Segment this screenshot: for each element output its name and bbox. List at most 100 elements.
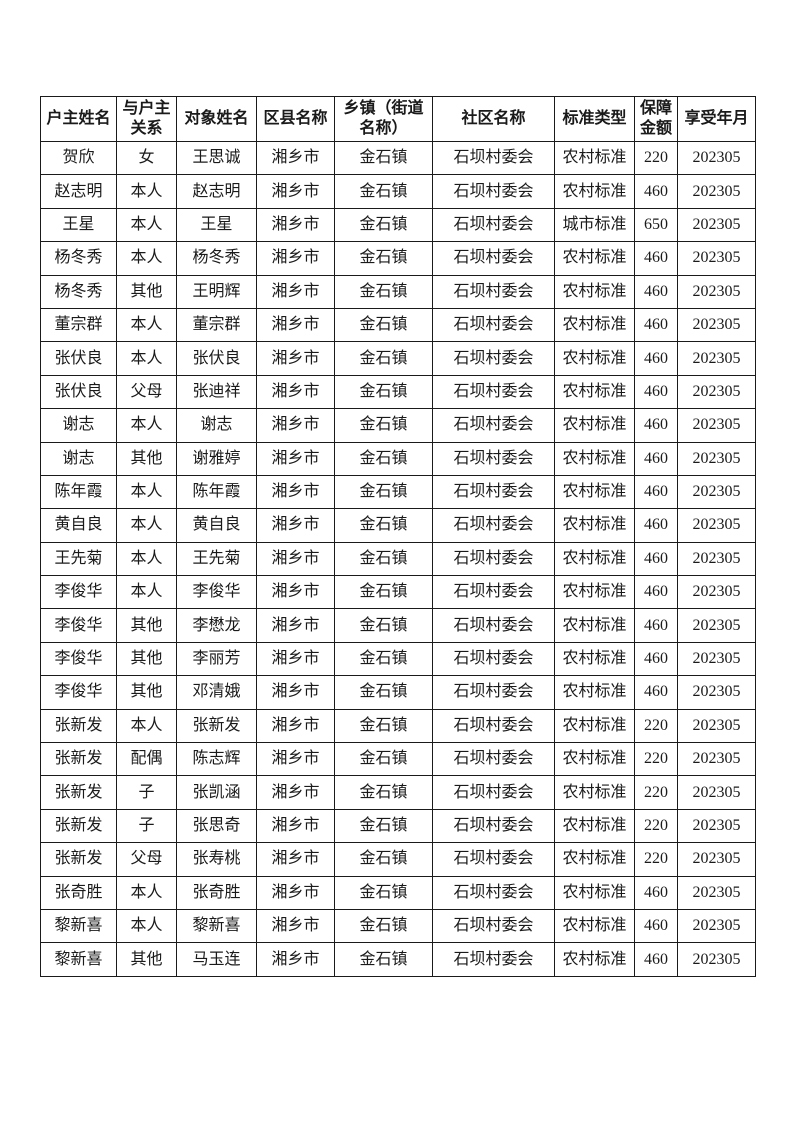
- table-cell: 金石镇: [334, 541, 433, 577]
- table-cell: 董宗群: [176, 307, 257, 343]
- table-cell: 湘乡市: [256, 508, 335, 543]
- table-cell: 石坝村委会: [432, 808, 555, 844]
- table-cell: 202305: [677, 241, 756, 276]
- table-row: 李俊华 本人 李俊华 湘乡市 金石镇 石坝村委会 农村标准 460 202305: [40, 575, 756, 610]
- table-cell: 其他: [116, 441, 177, 476]
- table-cell: 金石镇: [334, 508, 433, 543]
- table-cell: 邓清娥: [176, 675, 257, 710]
- table-cell: 湘乡市: [256, 775, 335, 810]
- table-cell: 湘乡市: [256, 742, 335, 777]
- table-cell: 202305: [677, 641, 756, 677]
- table-cell: 子: [116, 775, 177, 810]
- table-cell: 张伏良: [176, 341, 257, 376]
- table-cell: 460: [634, 274, 678, 309]
- table-cell: 女: [116, 140, 177, 176]
- table-cell: 农村标准: [554, 474, 635, 510]
- table-cell: 其他: [116, 675, 177, 710]
- table-row: 谢志 本人 谢志 湘乡市 金石镇 石坝村委会 农村标准 460 202305: [40, 408, 756, 443]
- table-cell: 202305: [677, 675, 756, 710]
- table-cell: 202305: [677, 341, 756, 376]
- table-cell: 本人: [116, 307, 177, 343]
- table-cell: 陈志辉: [176, 742, 257, 777]
- table-cell: 谢志: [40, 441, 117, 476]
- table-row: 张伏良 父母 张迪祥 湘乡市 金石镇 石坝村委会 农村标准 460 202305: [40, 374, 756, 410]
- table-cell: 王先菊: [40, 541, 117, 577]
- table-cell: 460: [634, 441, 678, 476]
- benefits-roster-table: 户主姓名 与户主 关系 对象姓名 区县名称 乡镇（街道 名称） 社区名称 标准类…: [40, 96, 756, 977]
- table-cell: 220: [634, 808, 678, 844]
- table-cell: 石坝村委会: [432, 575, 555, 610]
- table-cell: 张思奇: [176, 808, 257, 844]
- table-cell: 湘乡市: [256, 207, 335, 243]
- table-cell: 650: [634, 207, 678, 243]
- table-cell: 202305: [677, 508, 756, 543]
- table-cell: 董宗群: [40, 307, 117, 343]
- table-cell: 陈年霞: [176, 474, 257, 510]
- table-cell: 石坝村委会: [432, 441, 555, 476]
- header-cell-period: 享受年月: [677, 96, 756, 142]
- table-cell: 金石镇: [334, 307, 433, 343]
- table-row: 董宗群 本人 董宗群 湘乡市 金石镇 石坝村委会 农村标准 460 202305: [40, 307, 756, 343]
- table-cell: 黎新喜: [40, 908, 117, 944]
- table-cell: 202305: [677, 942, 756, 977]
- table-cell: 202305: [677, 441, 756, 476]
- table-cell: 王星: [176, 207, 257, 243]
- table-row: 李俊华 其他 李丽芳 湘乡市 金石镇 石坝村委会 农村标准 460 202305: [40, 641, 756, 677]
- table-cell: 金石镇: [334, 341, 433, 376]
- table-cell: 湘乡市: [256, 174, 335, 209]
- table-cell: 金石镇: [334, 742, 433, 777]
- table-cell: 金石镇: [334, 641, 433, 677]
- table-cell: 张新发: [40, 775, 117, 810]
- table-cell: 农村标准: [554, 241, 635, 276]
- table-cell: 金石镇: [334, 408, 433, 443]
- table-cell: 李俊华: [40, 675, 117, 710]
- table-row: 王星 本人 王星 湘乡市 金石镇 石坝村委会 城市标准 650 202305: [40, 207, 756, 243]
- table-cell: 谢志: [40, 408, 117, 443]
- table-cell: 石坝村委会: [432, 708, 555, 744]
- table-row: 黎新喜 本人 黎新喜 湘乡市 金石镇 石坝村委会 农村标准 460 202305: [40, 908, 756, 944]
- table-cell: 杨冬秀: [40, 274, 117, 309]
- table-cell: 石坝村委会: [432, 274, 555, 309]
- table-row: 张新发子张凯涵 湘乡市 金石镇 石坝村委会 农村标准 220 202305: [40, 775, 756, 810]
- table-cell: 湘乡市: [256, 908, 335, 944]
- table-cell: 202305: [677, 140, 756, 176]
- table-cell: 其他: [116, 274, 177, 309]
- table-cell: 202305: [677, 875, 756, 910]
- table-cell: 湘乡市: [256, 408, 335, 443]
- table-cell: 460: [634, 174, 678, 209]
- table-cell: 460: [634, 675, 678, 710]
- table-cell: 张奇胜: [40, 875, 117, 910]
- table-cell: 石坝村委会: [432, 742, 555, 777]
- table-cell: 张新发: [40, 808, 117, 844]
- header-cell-township: 乡镇（街道 名称）: [334, 96, 433, 142]
- table-cell: 金石镇: [334, 608, 433, 643]
- table-row: 张伏良 本人 张伏良 湘乡市 金石镇 石坝村委会 农村标准 460 202305: [40, 341, 756, 376]
- table-cell: 湘乡市: [256, 875, 335, 910]
- table-row: 杨冬秀 其他 王明辉 湘乡市 金石镇 石坝村委会 农村标准 460 202305: [40, 274, 756, 309]
- table-row: 李俊华 其他 邓清娥 湘乡市 金石镇 石坝村委会 农村标准 460 202305: [40, 675, 756, 710]
- header-cell-county: 区县名称: [256, 96, 335, 142]
- table-cell: 金石镇: [334, 708, 433, 744]
- table-cell: 湘乡市: [256, 575, 335, 610]
- table-row: 张奇胜 本人 张奇胜 湘乡市 金石镇 石坝村委会 农村标准 460 202305: [40, 875, 756, 910]
- table-cell: 黄自良: [176, 508, 257, 543]
- table-cell: 202305: [677, 608, 756, 643]
- header-cell-householder-name: 户主姓名: [40, 96, 117, 142]
- table-cell: 湘乡市: [256, 708, 335, 744]
- table-cell: 张寿桃: [176, 842, 257, 877]
- table-cell: 湘乡市: [256, 441, 335, 476]
- table-cell: 农村标准: [554, 842, 635, 877]
- table-cell: 202305: [677, 541, 756, 577]
- table-cell: 谢雅婷: [176, 441, 257, 476]
- table-cell: 湘乡市: [256, 341, 335, 376]
- header-cell-amount: 保障 金额: [634, 96, 678, 142]
- table-cell: 张奇胜: [176, 875, 257, 910]
- table-cell: 本人: [116, 508, 177, 543]
- table-cell: 202305: [677, 575, 756, 610]
- table-cell: 赵志明: [40, 174, 117, 209]
- table-cell: 460: [634, 508, 678, 543]
- table-cell: 农村标准: [554, 875, 635, 910]
- table-cell: 460: [634, 875, 678, 910]
- table-cell: 农村标准: [554, 408, 635, 443]
- table-cell: 湘乡市: [256, 474, 335, 510]
